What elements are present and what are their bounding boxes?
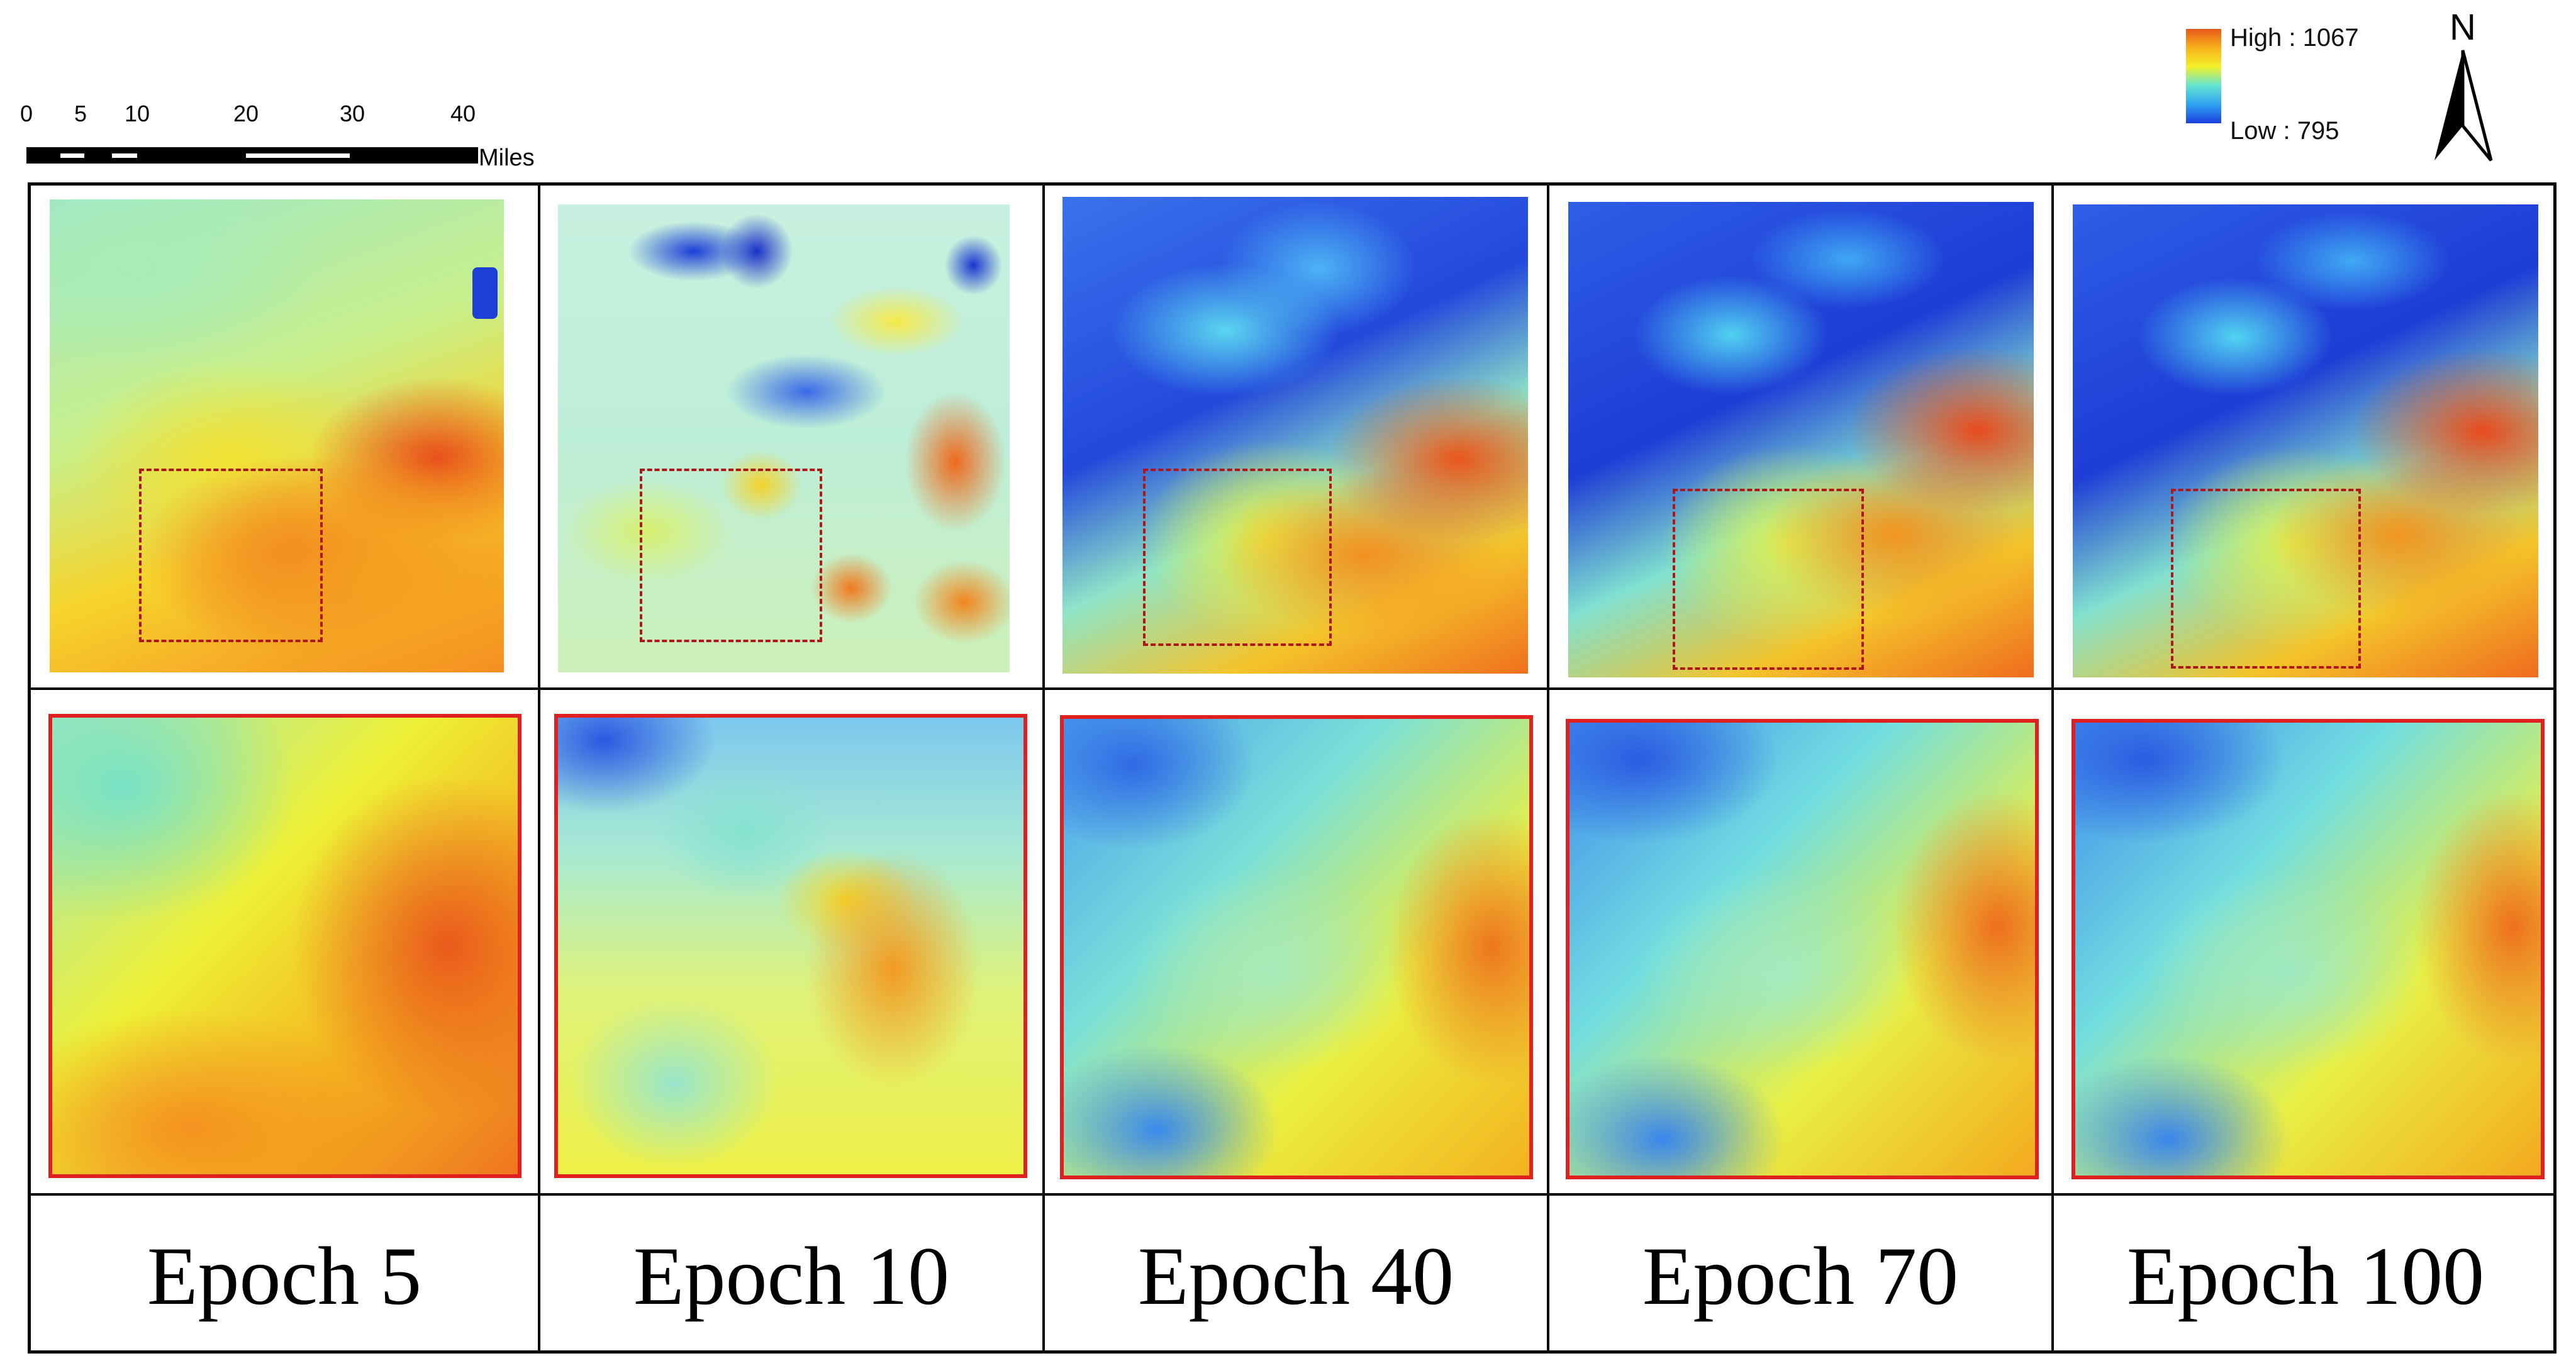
epoch-comparison-grid: Epoch 5 Epoch 10 Epoch 40 Epoch 70 Epoch…: [28, 182, 2556, 1354]
scale-tick-5: 5: [74, 101, 87, 126]
scale-tick-40: 40: [450, 101, 476, 126]
legend-low-label: Low : 795: [2230, 117, 2339, 145]
north-arrow: N: [2428, 6, 2497, 164]
scale-tick-0: 0: [20, 101, 33, 126]
north-arrow-icon: [2434, 50, 2493, 162]
epoch-40-overview-map: [1062, 197, 1528, 674]
epoch-10-overview-map: [558, 204, 1010, 672]
north-arrow-label: N: [2450, 7, 2476, 48]
epoch-70-label: Epoch 70: [1642, 1229, 1959, 1322]
epoch-70-zoom-map: [1566, 719, 2039, 1179]
epoch-5-zoom-map: [48, 714, 521, 1178]
epoch-40-label: Epoch 40: [1137, 1229, 1454, 1322]
legend-color-ramp: [2186, 29, 2221, 123]
epoch-10-zoom-map: [554, 714, 1027, 1178]
epoch-100-zoom-map: [2071, 719, 2545, 1179]
epoch-100-label: Epoch 100: [2126, 1229, 2485, 1322]
elevation-legend: High : 1067 Low : 795: [2186, 24, 2400, 162]
scale-tick-10: 10: [124, 101, 150, 126]
epoch-70-overview-map: [1568, 202, 2034, 677]
scale-bar: 0 5 10 20 30 40 Miles: [18, 101, 584, 176]
scale-tick-30: 30: [339, 101, 365, 126]
legend-high-label: High : 1067: [2230, 24, 2359, 52]
epoch-40-zoom-map: [1060, 715, 1533, 1179]
epoch-5-label: Epoch 5: [147, 1229, 422, 1322]
epoch-5-overview-map: [50, 199, 504, 672]
scale-unit: Miles: [479, 145, 535, 171]
epoch-10-label: Epoch 10: [633, 1229, 950, 1322]
scale-tick-20: 20: [233, 101, 259, 126]
scale-bar-graphic: [26, 147, 478, 164]
epoch-100-overview-map: [2073, 204, 2538, 677]
